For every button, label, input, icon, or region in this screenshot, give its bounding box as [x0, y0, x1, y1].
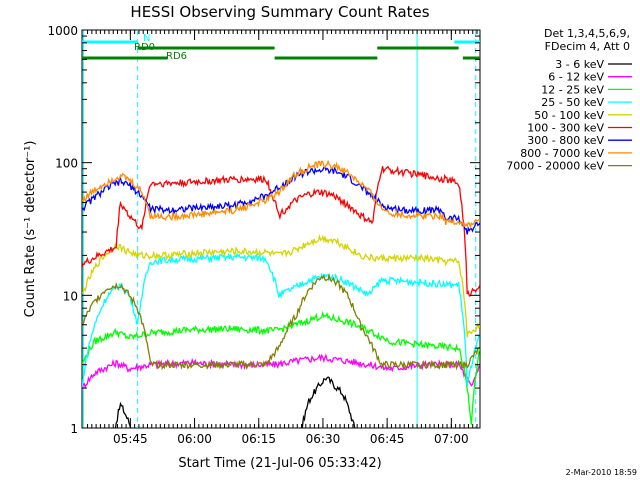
legend-label-8: 7000 - 20000 keV	[506, 160, 604, 173]
y-tick-label-2: 100	[55, 157, 78, 171]
y-ticks: 1 10 100 1000	[47, 24, 480, 436]
legend-header-line-2: FDecim 4, Att 0	[545, 40, 630, 53]
x-tick-label-0: 05:45	[113, 432, 148, 446]
y-tick-label-1: 10	[63, 289, 78, 303]
x-axis-label: Start Time (21-Jul-06 05:33:42)	[178, 456, 381, 471]
state-bar-label-1: RD0	[134, 42, 155, 53]
legend-label-7: 800 - 7000 keV	[520, 147, 604, 160]
x-tick-label-1: 06:00	[177, 432, 212, 446]
y-tick-label-0: 1	[70, 422, 78, 436]
series-line-3	[82, 252, 480, 388]
plot-frame	[81, 29, 481, 429]
x-tick-label-2: 06:15	[241, 432, 276, 446]
series-line-0	[114, 376, 356, 428]
legend-header-line-1: Det 1,3,4,5,6,9,	[544, 27, 630, 40]
chart-title: HESSI Observing Summary Count Rates	[130, 3, 429, 21]
x-tick-label-3: 06:30	[306, 432, 341, 446]
date-stamp: 2-Mar-2010 18:59	[566, 468, 637, 477]
legend: Det 1,3,4,5,6,9, FDecim 4, Att 0 3 - 6 k…	[506, 27, 632, 173]
legend-label-5: 100 - 300 keV	[527, 122, 604, 135]
legend-label-4: 50 - 100 keV	[534, 109, 604, 122]
legend-label-2: 12 - 25 keV	[541, 83, 604, 96]
series-line-4	[82, 233, 480, 338]
y-tick-label-3: 1000	[47, 24, 78, 38]
legend-label-6: 300 - 800 keV	[527, 134, 604, 147]
x-tick-label-5: 07:00	[434, 432, 469, 446]
legend-label-1: 6 - 12 keV	[548, 71, 604, 84]
series-line-7	[82, 159, 480, 230]
series-line-1	[82, 353, 480, 391]
series-line-6	[82, 166, 480, 235]
series-line-8	[82, 272, 480, 371]
state-bar-label-0: N	[143, 33, 150, 44]
x-ticks: 05:45 06:00 06:15 06:30 06:45 07:00	[87, 30, 478, 446]
series-line-2	[82, 310, 480, 425]
series-lines	[82, 159, 480, 428]
legend-label-3: 25 - 50 keV	[541, 96, 604, 109]
x-tick-label-4: 06:45	[370, 432, 405, 446]
legend-label-0: 3 - 6 keV	[555, 58, 604, 71]
y-axis-label: Count Rate (s⁻¹ detector⁻¹)	[23, 141, 38, 318]
state-bar-label-2: RD6	[166, 51, 187, 62]
series-line-5	[82, 165, 480, 297]
